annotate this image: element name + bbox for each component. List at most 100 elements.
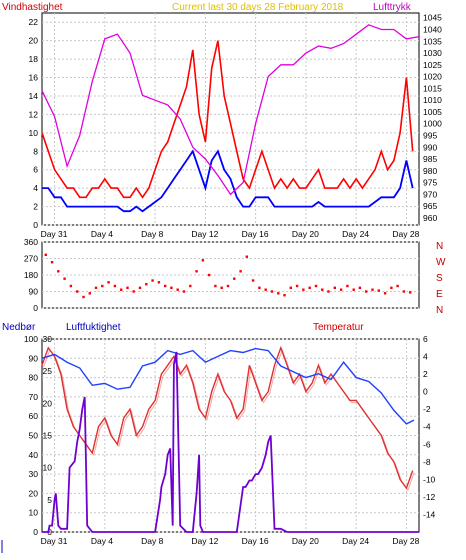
direction-point (201, 259, 205, 262)
direction-point (50, 261, 54, 264)
y-tick-label: 40 (29, 450, 39, 460)
y-tick-label: 20 (43, 398, 53, 408)
x-tick-label: Day 12 (191, 229, 218, 239)
direction-point (69, 284, 73, 288)
direction-point (339, 288, 343, 291)
y-tick-label: 990 (423, 142, 437, 152)
direction-point (277, 292, 280, 295)
temperature-series (41, 345, 414, 490)
x-tick-label: Day 31 (41, 536, 68, 546)
pressure-series (41, 24, 420, 196)
direction-point (120, 288, 123, 291)
panel3-x-axis: Day 31 Day 4 Day 8 Day 12 Day 16 Day 20 Day 24… (41, 536, 420, 546)
direction-point (402, 290, 406, 293)
direction-point (220, 286, 223, 289)
x-tick-label: Day 24 (342, 229, 369, 239)
y-tick-label: 2 (33, 202, 38, 212)
precipitation-label: Nedbør (2, 322, 36, 333)
y-tick-label: 50 (29, 431, 39, 441)
y-tick-label: 960 (423, 213, 437, 223)
y-tick-label: 12 (29, 109, 39, 119)
direction-point (63, 277, 66, 280)
y-tick-label: 6 (33, 165, 38, 175)
y-tick-label: 8 (33, 146, 38, 156)
y-tick-label: 10 (43, 463, 53, 473)
direction-point (258, 286, 261, 289)
direction-point (176, 288, 179, 291)
chart-title: Current last 30 days 28 February 2018 (172, 2, 344, 13)
y-tick-label: 270 (24, 254, 38, 264)
x-tick-label: Day 20 (292, 229, 319, 239)
direction-point (182, 290, 186, 293)
direction-point (302, 288, 305, 291)
y-tick-label: 0 (47, 527, 52, 537)
pressure-label: Lufttrykk (373, 2, 412, 13)
direction-point (138, 286, 142, 289)
y-tick-label: 100 (24, 334, 38, 344)
direction-point (145, 283, 148, 286)
direction-point (358, 286, 362, 289)
x-tick-label: Day 4 (91, 536, 113, 546)
direction-point (396, 284, 399, 288)
wind-speed-axis: 0 2 4 6 8 10 12 14 16 18 20 22 (29, 17, 419, 230)
direction-point (101, 284, 104, 288)
y-tick-label: 10 (29, 508, 39, 518)
wind-average-series (42, 149, 414, 213)
y-tick-label: 70 (29, 392, 39, 402)
direction-point (308, 286, 311, 289)
y-tick-label: 18 (29, 54, 39, 64)
direction-point (365, 290, 368, 293)
direction-point (346, 284, 349, 288)
direction-point (76, 290, 79, 293)
direction-point (239, 270, 242, 273)
y-tick-label: 360 (24, 237, 38, 247)
y-tick-label: 22 (29, 17, 39, 27)
y-tick-label: 5 (47, 495, 52, 505)
direction-point (295, 284, 299, 288)
x-tick-label: Day 24 (342, 536, 369, 546)
direction-point (333, 286, 336, 289)
direction-point (107, 281, 110, 284)
y-tick-label: 90 (29, 353, 39, 363)
direction-point (327, 290, 330, 293)
y-tick-label: 14 (29, 91, 39, 101)
direction-point (94, 286, 98, 289)
x-tick-label: Day 31 (41, 229, 68, 239)
y-tick-label: -10 (423, 474, 436, 484)
precipitation-axis: 0 5 10 15 20 25 30 (43, 334, 53, 537)
y-tick-label: 2 (423, 369, 428, 379)
y-tick-label: 985 (423, 154, 437, 164)
y-tick-label: 1040 (423, 24, 442, 34)
wind-speed-label: Vindhastighet (2, 2, 63, 13)
y-tick-label: -2 (423, 404, 431, 414)
y-tick-label: 0 (33, 303, 38, 313)
y-tick-label: 0 (33, 527, 38, 537)
compass-north-top: N (436, 241, 443, 252)
y-tick-label: 1035 (423, 36, 442, 46)
y-tick-label: 10 (29, 128, 39, 138)
direction-axis: 0 90 180 270 360 (24, 237, 419, 313)
direction-point (270, 290, 274, 293)
y-tick-label: 90 (29, 287, 39, 297)
direction-point (195, 270, 198, 273)
direction-point (88, 292, 91, 295)
y-tick-label: 60 (29, 411, 39, 421)
y-tick-label: 1015 (423, 83, 442, 93)
humidity-series (41, 347, 415, 425)
direction-point (390, 286, 393, 289)
y-tick-label: 965 (423, 201, 437, 211)
x-tick-label: Day 8 (141, 536, 163, 546)
x-tick-label: Day 28 (392, 536, 419, 546)
direction-point (113, 284, 117, 288)
y-tick-label: 995 (423, 130, 437, 140)
direction-point (289, 286, 292, 289)
compass-labels: N W S E N (436, 241, 446, 316)
direction-point (352, 288, 355, 291)
x-tick-label: Day 28 (392, 229, 419, 239)
wind-max-series (41, 40, 414, 199)
x-tick-label: Day 16 (242, 229, 269, 239)
direction-point (283, 294, 286, 297)
